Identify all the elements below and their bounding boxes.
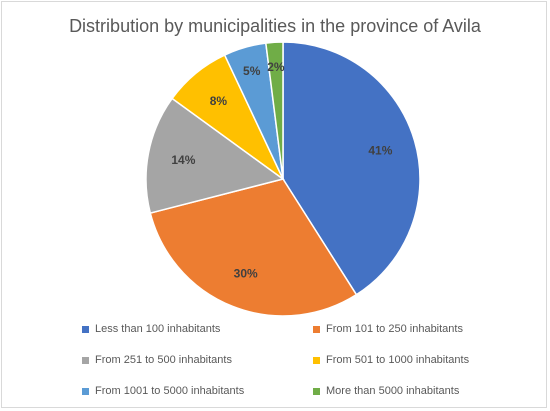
pie-slice-6 bbox=[264, 41, 284, 180]
pie-slice-2 bbox=[149, 178, 358, 317]
pie-data-label-2: 30% bbox=[234, 266, 258, 280]
chart-title: Distribution by municipalities in the pr… bbox=[69, 16, 481, 36]
pie-data-label-5: 5% bbox=[243, 64, 261, 78]
pie-data-label-1: 41% bbox=[368, 144, 392, 158]
pie-slice-1 bbox=[282, 41, 421, 296]
pie-data-label-3: 14% bbox=[171, 153, 195, 167]
pie-data-label-4: 8% bbox=[210, 94, 228, 108]
pie-data-label-6: 2% bbox=[267, 60, 285, 74]
pie-slice-3 bbox=[145, 97, 285, 214]
